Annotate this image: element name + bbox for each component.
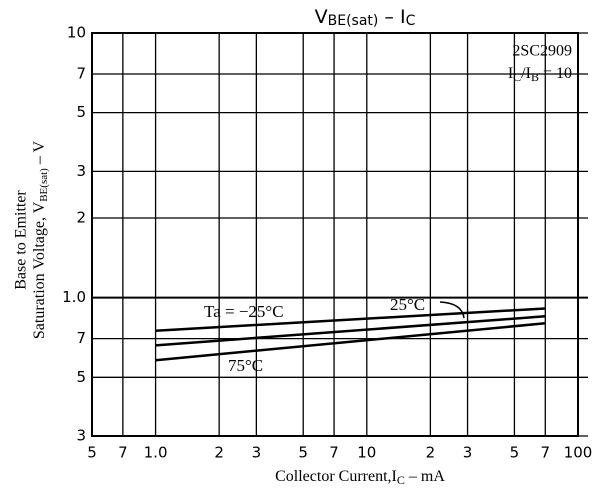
series-line — [155, 322, 546, 362]
y-axis-label: Base to Emitter Saturation Voltage, VBE(… — [13, 140, 50, 339]
x-tick-label: 3 — [252, 444, 262, 462]
y-tick-label: 1.0 — [62, 288, 86, 306]
label-part: I — [508, 65, 513, 82]
y-tick-label: 5 — [76, 368, 86, 386]
y-tick-label: 7 — [76, 329, 86, 347]
label-part: C — [397, 473, 405, 487]
y-tick-label: 10 — [67, 24, 86, 42]
y-label-line: Saturation Voltage, VBE(sat) – V — [31, 140, 50, 339]
chart-title: VBE(sat) – IC — [315, 6, 416, 30]
x-tick-label: 3 — [463, 444, 473, 462]
x-tick-label: 7 — [329, 444, 339, 462]
x-tick-label: 5 — [87, 444, 97, 462]
condition-annotation: IC/IB = 10 — [508, 65, 572, 84]
series-label: 25°C — [390, 295, 425, 314]
label-part: – mA — [405, 468, 445, 485]
series-label: Ta = −25°C — [204, 302, 284, 321]
y-tick-label: 5 — [76, 103, 86, 121]
title-part: C — [406, 13, 416, 29]
x-tick-label: 7 — [541, 444, 551, 462]
y-tick-label: 2 — [76, 208, 86, 226]
x-tick-label: 7 — [118, 444, 128, 462]
title-part: V — [315, 6, 328, 28]
annotation-bg — [470, 40, 574, 90]
title-part: – I — [378, 6, 405, 28]
label-part: /I — [521, 65, 531, 82]
y-tick-label: 7 — [76, 64, 86, 82]
device-annotation: 2SC2909 — [512, 43, 572, 60]
plot-frame — [91, 32, 579, 437]
x-tick-label: 1.0 — [144, 444, 168, 462]
leader-line — [439, 301, 465, 319]
y-tick-label: 3 — [76, 162, 86, 180]
y-tick-label: 3 — [76, 427, 86, 445]
label-part: B — [531, 70, 539, 84]
series-line — [155, 315, 546, 347]
title-part: BE(sat) — [328, 13, 379, 29]
series-line — [155, 307, 546, 332]
x-axis-label: Collector Current,IC – mA — [275, 468, 445, 487]
label-part: BE(sat) — [38, 168, 50, 202]
x-tick-label: 100 — [564, 444, 593, 462]
y-label-line: Base to Emitter — [13, 190, 30, 290]
label-part: – V — [31, 140, 48, 168]
x-tick-label: 2 — [426, 444, 436, 462]
x-tick-label: 10 — [357, 444, 376, 462]
x-tick-label: 5 — [510, 444, 520, 462]
label-part: Saturation Voltage, V — [31, 201, 48, 339]
x-tick-label: 2 — [214, 444, 224, 462]
x-tick-label: 5 — [298, 444, 308, 462]
label-part: = 10 — [539, 65, 572, 82]
label-part: C — [513, 70, 521, 84]
series-label: 75°C — [228, 356, 263, 375]
label-part: Collector Current,I — [275, 468, 397, 485]
